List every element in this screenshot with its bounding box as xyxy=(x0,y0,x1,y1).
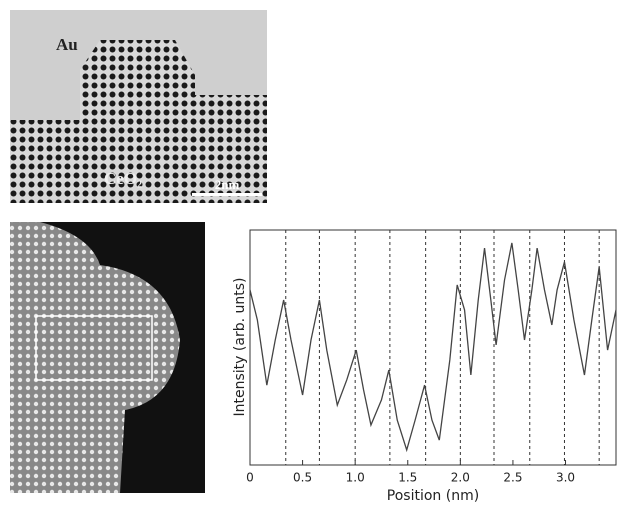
x-tick-label: 0.5 xyxy=(293,471,312,485)
x-tick-label: 1.5 xyxy=(398,471,417,485)
x-axis-label: Position (nm) xyxy=(387,488,479,504)
tem-image: Au CeO₂ 2nm xyxy=(10,10,267,203)
scale-bar-label: 2nm xyxy=(215,177,240,192)
x-tick-label: 1.0 xyxy=(346,471,365,485)
x-tick-label: 0 xyxy=(246,471,254,485)
x-tick-label: 2.5 xyxy=(503,471,522,485)
label-ceo2: CeO₂ xyxy=(104,169,142,188)
line-series xyxy=(249,242,617,453)
plot-frame xyxy=(249,229,617,466)
x-tick-label: 3.0 xyxy=(556,471,575,485)
y-axis-label: Intensity (arb. unts) xyxy=(232,278,248,417)
x-tick-label: 2.0 xyxy=(451,471,470,485)
label-au: Au xyxy=(56,35,78,54)
haadf-image xyxy=(10,222,205,493)
